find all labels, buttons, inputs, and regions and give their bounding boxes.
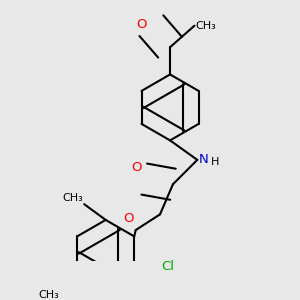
Text: CH₃: CH₃	[38, 290, 59, 300]
Text: H: H	[211, 157, 219, 167]
Text: O: O	[123, 212, 134, 225]
Text: N: N	[199, 152, 208, 166]
Text: Cl: Cl	[161, 260, 175, 273]
Text: O: O	[131, 161, 141, 174]
Text: CH₃: CH₃	[63, 193, 83, 203]
Text: CH₃: CH₃	[196, 21, 217, 31]
Text: O: O	[136, 18, 146, 31]
